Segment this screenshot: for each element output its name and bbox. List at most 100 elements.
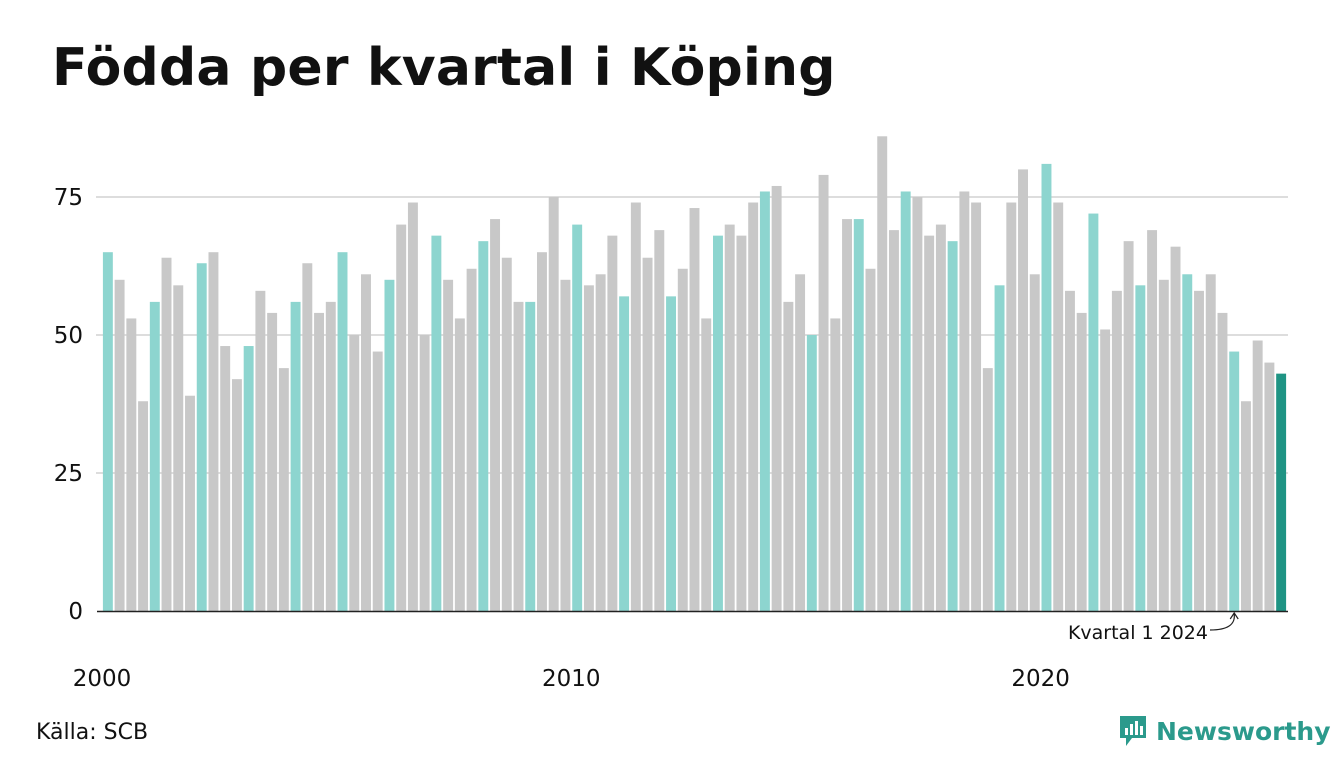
bar xyxy=(255,290,266,611)
bar xyxy=(1135,285,1146,611)
bar xyxy=(1158,279,1169,611)
bar xyxy=(642,257,653,611)
bar xyxy=(1147,230,1158,611)
y-tick-label: 50 xyxy=(54,323,83,349)
bar xyxy=(325,301,336,611)
bar xyxy=(783,301,794,611)
bar xyxy=(853,219,864,611)
x-axis-ticks: 2000 2010 2020 xyxy=(73,666,1070,692)
bar xyxy=(1100,329,1111,611)
bar xyxy=(419,335,430,611)
bar xyxy=(173,285,184,611)
bar xyxy=(243,346,254,611)
bar xyxy=(994,285,1005,611)
annotation-label: Kvartal 1 2024 xyxy=(1068,622,1208,644)
bar xyxy=(361,274,371,611)
bar xyxy=(724,224,735,611)
y-tick-label: 0 xyxy=(68,599,83,625)
bar xyxy=(1088,213,1099,611)
bar xyxy=(537,252,547,611)
bar xyxy=(1076,312,1087,611)
bar xyxy=(501,257,512,611)
bar xyxy=(290,301,301,611)
bar xyxy=(935,224,946,611)
bar xyxy=(1123,241,1134,611)
bar xyxy=(384,279,395,611)
source-note: Källa: SCB xyxy=(36,720,149,745)
bar xyxy=(630,202,641,611)
bar xyxy=(1018,169,1028,611)
bar xyxy=(1194,290,1204,611)
bar xyxy=(466,268,477,611)
bar xyxy=(548,197,559,611)
brand-name: Newsworthy xyxy=(1156,716,1331,746)
bar xyxy=(231,379,242,611)
x-tick-label: 2020 xyxy=(1011,666,1070,692)
bar xyxy=(431,235,442,611)
bar xyxy=(830,318,841,611)
bar xyxy=(407,202,418,611)
bar xyxy=(1252,340,1263,611)
newsworthy-logo-icon xyxy=(1120,716,1146,746)
bar xyxy=(114,279,125,611)
bar xyxy=(490,219,501,611)
bar xyxy=(619,296,630,611)
bar xyxy=(888,230,899,611)
bar xyxy=(302,263,313,611)
bar xyxy=(572,224,583,611)
bar xyxy=(865,268,876,611)
bar xyxy=(771,185,782,611)
bar xyxy=(877,136,888,611)
bar xyxy=(1006,202,1017,611)
bar xyxy=(513,301,524,611)
bar xyxy=(759,191,770,612)
bar xyxy=(220,346,231,611)
bar xyxy=(349,335,360,611)
bar xyxy=(982,368,993,611)
bar xyxy=(1182,274,1193,611)
bar xyxy=(396,224,407,611)
y-tick-label: 25 xyxy=(54,461,83,487)
bar xyxy=(1064,290,1075,611)
bar xyxy=(1217,312,1228,611)
y-axis-ticks: 0 25 50 75 xyxy=(54,185,83,625)
bar xyxy=(736,235,747,611)
bar xyxy=(138,401,149,611)
bar xyxy=(314,312,325,611)
bar xyxy=(267,312,278,611)
bar xyxy=(525,301,536,611)
bar xyxy=(1170,246,1181,611)
x-tick-label: 2000 xyxy=(73,666,132,692)
bar xyxy=(454,318,465,611)
bar xyxy=(701,318,712,611)
bar xyxy=(583,285,594,611)
x-tick-label: 2010 xyxy=(542,666,601,692)
bar xyxy=(1264,362,1275,611)
bar xyxy=(971,202,982,611)
brand-logo: Newsworthy xyxy=(1118,714,1331,748)
bar xyxy=(842,219,852,611)
bar xyxy=(560,279,571,611)
bar xyxy=(278,368,289,611)
bar xyxy=(654,230,665,611)
bar xyxy=(795,274,806,611)
chart-title: Födda per kvartal i Köping xyxy=(52,38,836,98)
bar xyxy=(607,235,618,611)
bar xyxy=(149,301,160,611)
bar xyxy=(818,174,829,612)
bar xyxy=(748,202,759,611)
bar xyxy=(912,197,923,611)
bar xyxy=(595,274,606,611)
bar xyxy=(689,208,700,612)
bar-chart: 0 25 50 75 2000 2010 2020 Kvartal 1 2024 xyxy=(54,136,1288,692)
bar xyxy=(924,235,935,611)
bars xyxy=(102,136,1287,612)
bar xyxy=(1276,373,1287,611)
bar xyxy=(1229,351,1240,611)
bar xyxy=(372,351,383,611)
bar xyxy=(677,268,688,611)
annotation: Kvartal 1 2024 xyxy=(1068,611,1239,644)
bar xyxy=(713,235,723,611)
bar xyxy=(208,252,219,611)
bar xyxy=(161,257,172,611)
